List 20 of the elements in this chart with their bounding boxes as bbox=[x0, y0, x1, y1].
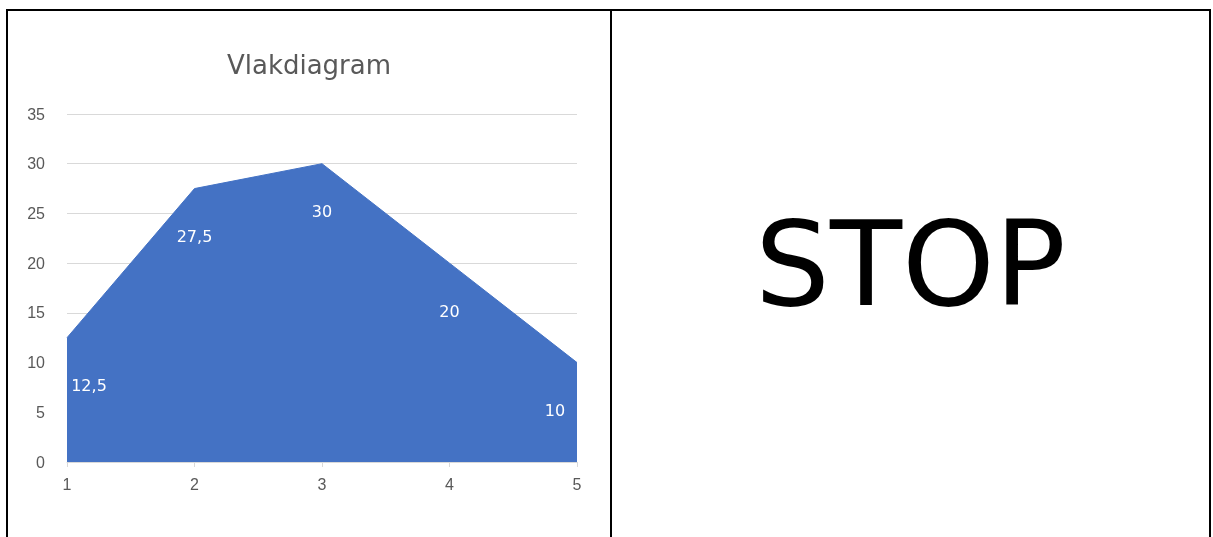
y-tick-label: 5 bbox=[36, 403, 46, 421]
x-tick-label: 1 bbox=[62, 475, 72, 493]
x-tick-label: 2 bbox=[190, 475, 200, 493]
data-label: 12,5 bbox=[71, 376, 107, 396]
x-tick-label: 5 bbox=[572, 475, 582, 493]
y-tick-label: 20 bbox=[27, 254, 46, 272]
chart-title: Vlakdiagram bbox=[226, 50, 392, 80]
y-tick-label: 30 bbox=[27, 155, 46, 173]
y-tick-label: 35 bbox=[27, 105, 46, 123]
y-tick-label: 0 bbox=[36, 453, 46, 471]
text: STOP bbox=[754, 195, 1067, 333]
x-tick-label: 4 bbox=[445, 475, 455, 493]
y-tick-label: 10 bbox=[27, 354, 46, 372]
data-label: 20 bbox=[439, 301, 460, 321]
y-tick-label: 15 bbox=[27, 304, 46, 322]
data-label: 30 bbox=[311, 202, 333, 222]
y-tick-label: 25 bbox=[27, 204, 46, 222]
data-label: 27,5 bbox=[176, 227, 213, 247]
data-label: 10 bbox=[544, 401, 566, 421]
x-tick-label: 3 bbox=[317, 475, 327, 493]
